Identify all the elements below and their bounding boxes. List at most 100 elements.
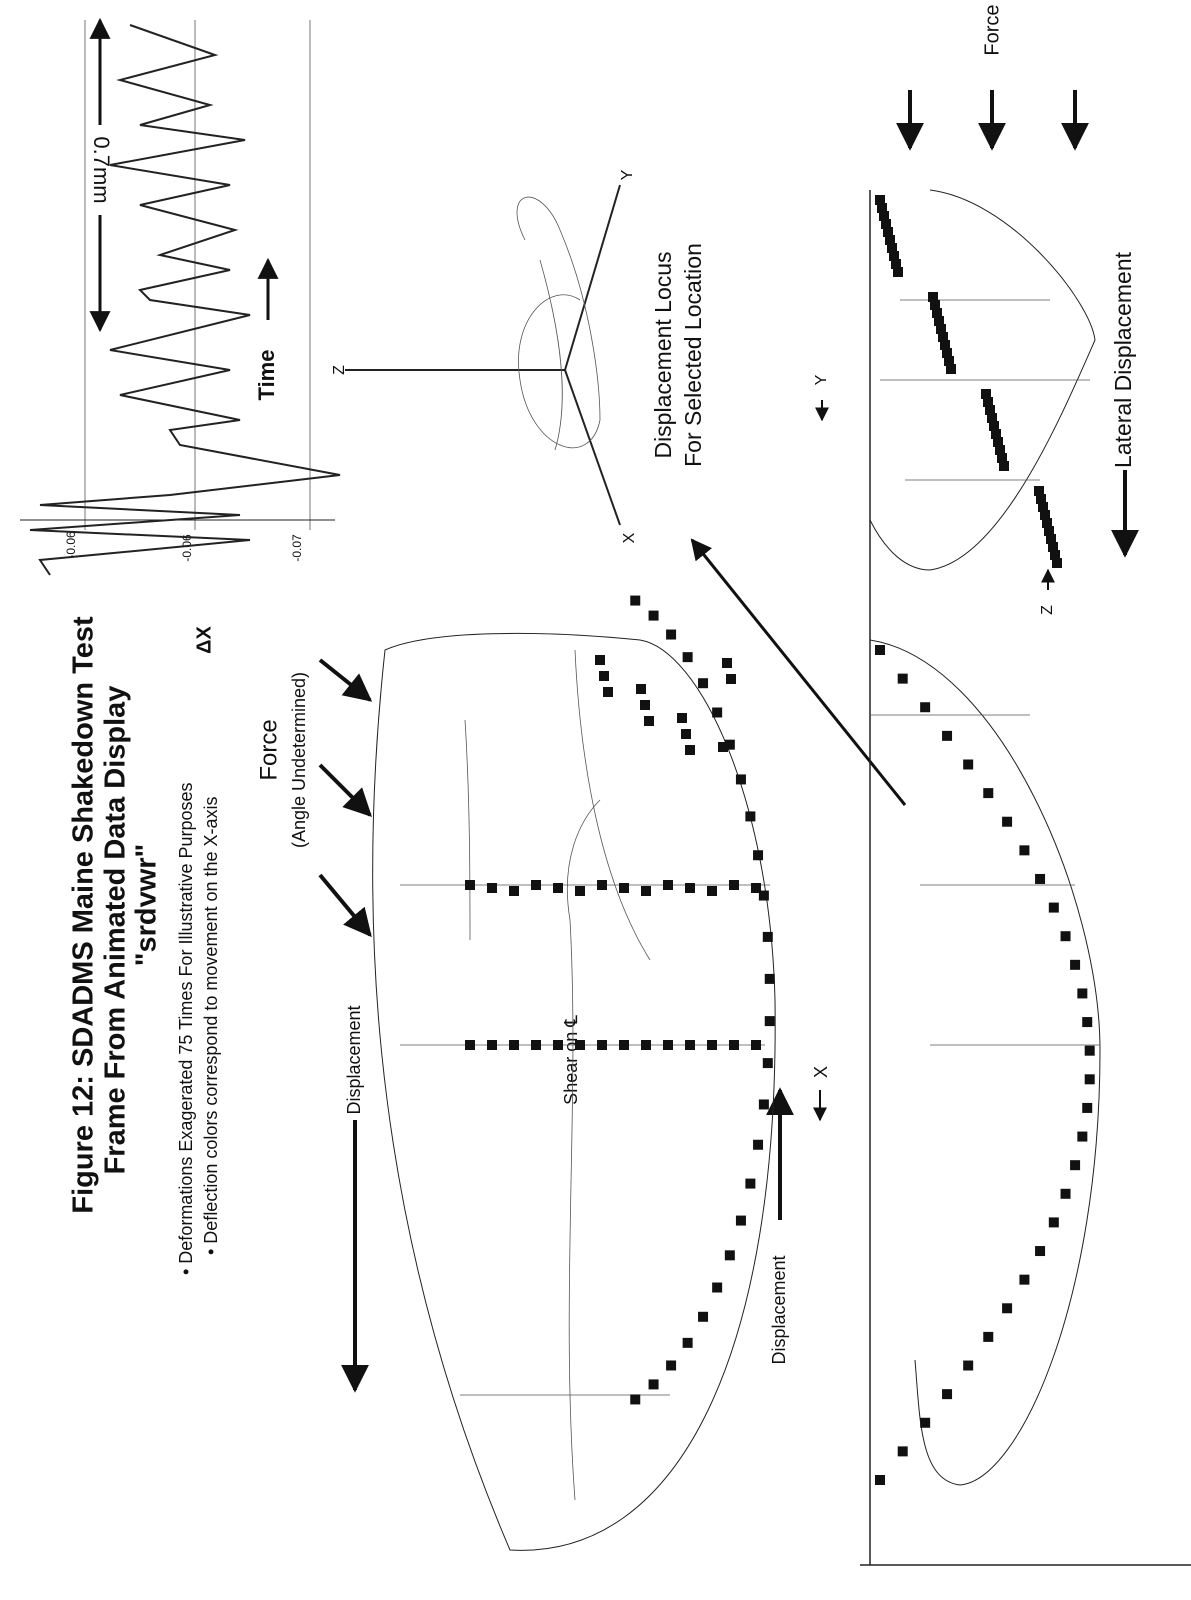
node — [641, 886, 651, 896]
node — [1048, 902, 1059, 913]
node — [981, 389, 991, 399]
node — [729, 880, 739, 890]
displacement-label: Displacement — [769, 1255, 789, 1364]
node — [920, 702, 931, 713]
node — [648, 610, 659, 621]
node — [745, 811, 756, 822]
node — [940, 340, 950, 350]
node — [983, 788, 994, 799]
node — [764, 973, 775, 984]
node — [762, 1058, 773, 1069]
node — [934, 316, 944, 326]
texts: Figure 12: SDADMS Maine Shakedown Test F… — [64, 4, 1136, 1364]
node — [1060, 1188, 1071, 1199]
node — [1077, 1131, 1088, 1142]
locus-axis: Z — [331, 365, 348, 375]
node — [722, 658, 732, 668]
node — [644, 716, 654, 726]
node — [875, 1475, 885, 1485]
node — [640, 700, 650, 710]
locus-caption: Displacement Locus — [650, 251, 676, 458]
node — [597, 1040, 607, 1050]
node — [881, 219, 891, 229]
node — [685, 883, 695, 893]
node — [735, 1215, 746, 1226]
node — [663, 1040, 673, 1050]
plot-tick: -0.07 — [290, 534, 304, 562]
node — [648, 1379, 659, 1390]
structure — [372, 189, 1191, 1566]
node — [1060, 931, 1071, 942]
axis-label: Y — [813, 374, 830, 385]
force-label: Force — [255, 719, 282, 780]
node — [764, 1016, 775, 1027]
node — [1019, 845, 1030, 856]
node — [920, 1417, 931, 1428]
node — [897, 673, 908, 684]
node — [666, 629, 677, 640]
title-line: "srdvwr" — [131, 844, 163, 967]
shear-label: Shear on ℄ — [561, 1015, 581, 1105]
node — [753, 850, 764, 861]
node — [1082, 1017, 1093, 1028]
node — [603, 687, 613, 697]
node — [1050, 550, 1060, 560]
node — [995, 445, 1005, 455]
node — [875, 195, 885, 205]
node — [698, 678, 709, 689]
node — [685, 745, 695, 755]
node — [630, 1394, 641, 1405]
node — [991, 429, 1001, 439]
node — [942, 730, 953, 741]
node — [1044, 526, 1054, 536]
node — [599, 671, 609, 681]
node — [666, 1360, 677, 1371]
node — [553, 883, 563, 893]
node — [753, 1139, 764, 1150]
node — [735, 774, 746, 785]
node — [1038, 502, 1048, 512]
node — [942, 1389, 953, 1400]
node — [1082, 1102, 1093, 1113]
node — [875, 645, 885, 655]
nodes — [465, 195, 1095, 1485]
node — [989, 421, 999, 431]
node — [897, 1446, 908, 1457]
node — [891, 259, 901, 269]
node — [758, 890, 769, 901]
node — [1070, 959, 1081, 970]
node — [712, 1282, 723, 1293]
node — [630, 595, 641, 606]
node — [1077, 988, 1088, 999]
node — [663, 880, 673, 890]
node — [1002, 816, 1013, 827]
locus-axis: X — [621, 532, 638, 543]
node — [932, 308, 942, 318]
node — [619, 1040, 629, 1050]
node — [963, 759, 974, 770]
node — [993, 437, 1003, 447]
node — [1034, 486, 1044, 496]
node — [942, 348, 952, 358]
node — [682, 652, 693, 663]
node — [595, 655, 605, 665]
node — [712, 707, 723, 718]
node — [1036, 494, 1046, 504]
node — [597, 880, 607, 890]
lateral-label: Lateral Displacement — [1110, 251, 1136, 468]
node — [575, 886, 585, 896]
scale-label: 0.7mm — [89, 136, 114, 203]
node — [685, 1040, 695, 1050]
node — [1040, 510, 1050, 520]
node — [1046, 534, 1056, 544]
node — [465, 1040, 475, 1050]
node — [677, 713, 687, 723]
force-note: (Angle Undetermined) — [289, 672, 309, 848]
node — [1035, 873, 1046, 884]
node — [963, 1360, 974, 1371]
node — [997, 453, 1007, 463]
node — [885, 235, 895, 245]
node — [983, 1331, 994, 1342]
node — [707, 886, 717, 896]
